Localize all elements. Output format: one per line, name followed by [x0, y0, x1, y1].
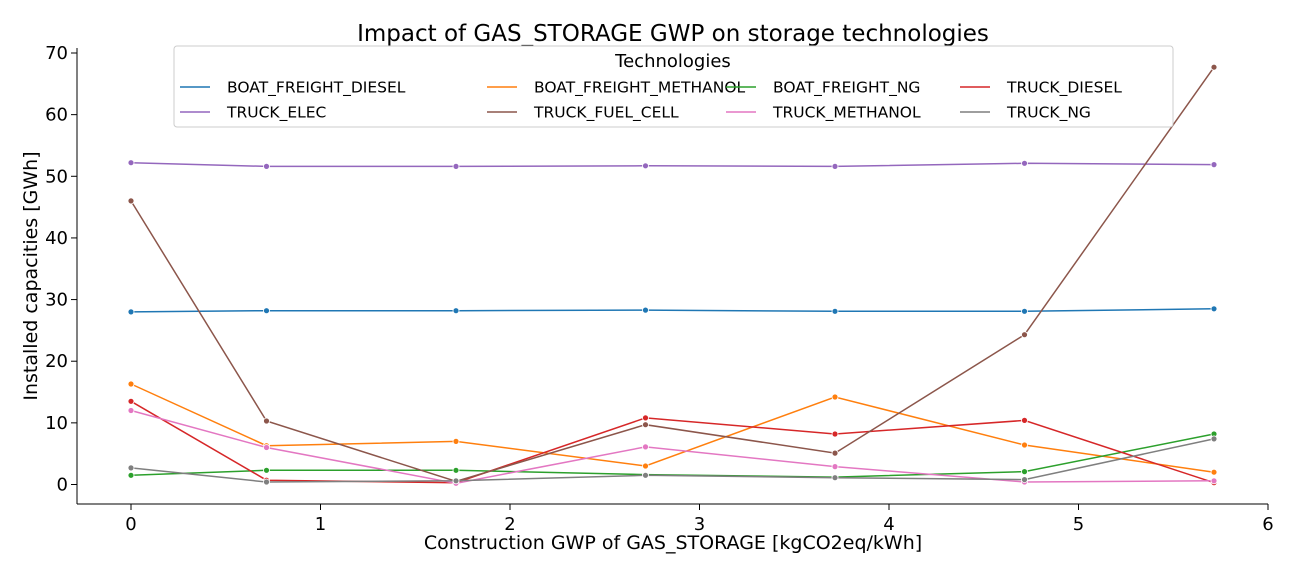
legend-label: TRUCK_NG	[1006, 104, 1091, 123]
data-point	[831, 162, 839, 170]
legend-entry: TRUCK_ELEC	[180, 104, 326, 123]
data-point	[1021, 159, 1028, 167]
data-point	[263, 307, 270, 315]
data-point	[831, 430, 839, 438]
legend-entry: TRUCK_DIESEL	[960, 79, 1122, 98]
x-tick-label: 1	[315, 514, 326, 535]
legend-label: TRUCK_METHANOL	[772, 104, 921, 123]
data-point	[831, 393, 839, 401]
legend-entry: BOAT_FREIGHT_METHANOL	[487, 79, 746, 98]
y-tick-label: 70	[45, 43, 68, 64]
data-point	[1021, 468, 1028, 476]
data-point	[1021, 416, 1028, 424]
legend-entry: BOAT_FREIGHT_NG	[726, 79, 920, 98]
legend-label: TRUCK_DIESEL	[1006, 79, 1122, 98]
data-point	[127, 407, 135, 414]
data-point	[642, 162, 649, 170]
y-tick-label: 30	[45, 290, 68, 311]
series-line	[130, 308, 1215, 313]
series-line	[130, 161, 1215, 168]
y-tick-label: 10	[45, 413, 68, 434]
data-point	[127, 471, 135, 479]
legend-label: BOAT_FREIGHT_NG	[773, 79, 920, 98]
data-point	[1210, 63, 1218, 71]
data-point	[263, 444, 270, 451]
data-point	[452, 162, 460, 170]
data-point	[831, 474, 839, 482]
series-line	[130, 409, 1215, 485]
legend-frame	[173, 45, 1174, 128]
data-point	[127, 380, 135, 388]
data-point	[452, 477, 460, 485]
x-axis-label: Construction GWP of GAS_STORAGE [kgCO2eq…	[424, 532, 922, 554]
data-point	[263, 417, 270, 425]
x-tick-label: 0	[125, 514, 136, 535]
data-point	[642, 421, 649, 429]
y-tick-label: 40	[45, 228, 68, 249]
data-point	[452, 466, 460, 474]
legend-entry: BOAT_FREIGHT_DIESEL	[180, 79, 406, 98]
data-point	[1021, 307, 1028, 315]
data-point	[831, 307, 839, 315]
data-point	[642, 462, 649, 470]
series-boat-freight-diesel	[127, 305, 1218, 316]
y-tick-label: 60	[45, 105, 68, 126]
plot-area: 0 1 2 3 4 5 6 0 10 20 30 40 50 60 70	[45, 43, 1274, 535]
y-tick-label: 50	[45, 166, 68, 187]
data-point	[127, 159, 135, 167]
data-point	[1210, 435, 1218, 443]
legend-entry: TRUCK_METHANOL	[726, 104, 921, 123]
y-ticks: 0 10 20 30 40 50 60 70	[45, 43, 77, 496]
data-point	[452, 437, 460, 445]
legend-label: TRUCK_ELEC	[226, 104, 326, 123]
chart-title: Impact of GAS_STORAGE GWP on storage tec…	[357, 21, 989, 47]
data-point	[642, 443, 649, 451]
x-tick-label: 3	[694, 514, 705, 535]
data-point	[1210, 477, 1218, 485]
legend-label: BOAT_FREIGHT_DIESEL	[227, 79, 406, 98]
data-point	[1021, 476, 1028, 484]
data-point	[263, 466, 270, 474]
series-truck-elec	[127, 159, 1218, 170]
legend-entries: BOAT_FREIGHT_DIESEL BOAT_FREIGHT_METHANOL…	[180, 79, 1122, 123]
legend: Technologies BOAT_FREIGHT_DIESEL BOAT_FRE…	[173, 45, 1174, 128]
data-point	[1210, 305, 1218, 313]
data-point	[642, 471, 649, 479]
x-tick-label: 5	[1073, 514, 1084, 535]
series-line	[130, 66, 1215, 483]
series-layer	[127, 63, 1218, 487]
data-point	[263, 478, 270, 486]
data-point	[831, 463, 839, 471]
x-tick-label: 2	[504, 514, 515, 535]
data-point	[1021, 441, 1028, 449]
data-point	[127, 464, 135, 472]
data-point	[642, 306, 649, 314]
series-truck-ng	[127, 435, 1218, 486]
x-tick-label: 4	[883, 514, 894, 535]
data-point	[127, 197, 135, 205]
data-point	[1210, 161, 1218, 169]
x-ticks: 0 1 2 3 4 5 6	[125, 504, 1274, 535]
y-tick-label: 0	[57, 475, 68, 496]
legend-label: TRUCK_FUEL_CELL	[533, 104, 679, 123]
data-point	[1210, 468, 1218, 476]
legend-entry: TRUCK_FUEL_CELL	[487, 104, 679, 123]
data-point	[263, 162, 270, 170]
legend-title: Technologies	[614, 51, 731, 72]
legend-label: BOAT_FREIGHT_METHANOL	[534, 79, 746, 98]
data-point	[127, 397, 135, 405]
y-tick-label: 20	[45, 351, 68, 372]
x-tick-label: 6	[1262, 514, 1273, 535]
data-point	[1021, 331, 1028, 339]
data-point	[831, 449, 839, 457]
legend-entry: TRUCK_NG	[960, 104, 1091, 123]
data-point	[127, 308, 135, 316]
data-point	[642, 414, 649, 422]
y-axis-label: Installed capacities [GWh]	[20, 151, 42, 400]
data-point	[452, 307, 460, 315]
